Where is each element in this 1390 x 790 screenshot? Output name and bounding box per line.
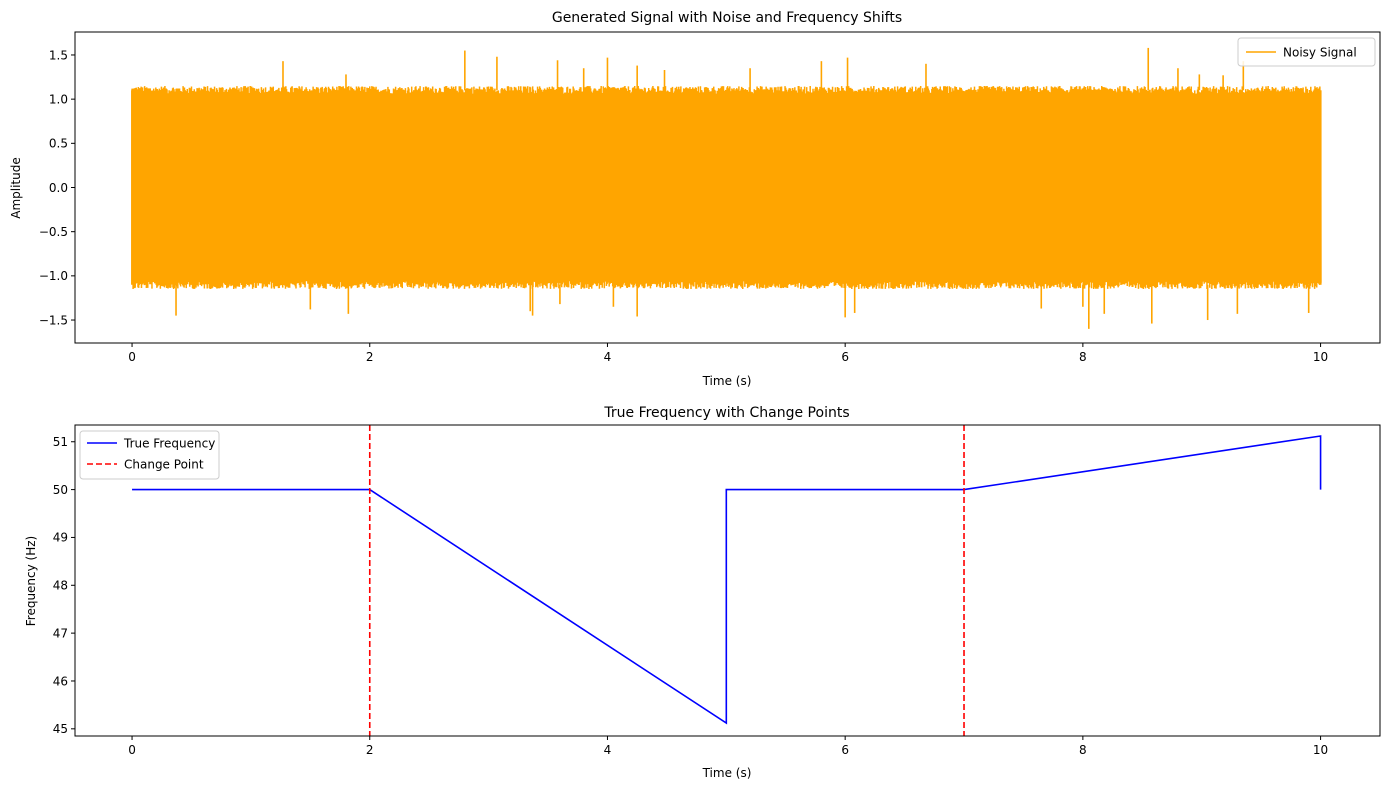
signal-y-tick-label: 0.5 [49, 137, 68, 151]
signal-x-tick-label: 4 [604, 350, 612, 364]
signal-y-tick-label: −1.5 [39, 313, 68, 327]
frequency-legend: True Frequency Change Point [79, 430, 220, 480]
frequency-y-axis-label: Frequency (Hz) [24, 536, 38, 627]
frequency-y-tick-label: 49 [53, 531, 68, 545]
legend-label-true-frequency: True Frequency [123, 437, 215, 451]
frequency-x-tick-label: 6 [841, 743, 849, 757]
frequency-y-tick-label: 47 [53, 626, 68, 640]
signal-x-axis-label: Time (s) [702, 374, 752, 388]
frequency-y-tick-label: 48 [53, 579, 68, 593]
noisy-signal-line [131, 85, 1322, 290]
signal-x-tick-label: 0 [128, 350, 136, 364]
frequency-plot-area [132, 425, 1322, 736]
frequency-y-tick-label: 45 [53, 722, 68, 736]
signal-y-tick-label: 0.0 [49, 181, 68, 195]
signal-legend: Noisy Signal [1237, 37, 1376, 67]
frequency-x-tick-label: 4 [604, 743, 612, 757]
frequency-x-tick-label: 2 [366, 743, 374, 757]
signal-legend-box [1237, 37, 1376, 67]
signal-x-tick-label: 8 [1079, 350, 1087, 364]
signal-y-tick-label: 1.0 [49, 92, 68, 106]
frequency-chart-title: True Frequency with Change Points [603, 405, 849, 421]
frequency-x-tick-label: 8 [1079, 743, 1087, 757]
frequency-y-tick-label: 46 [53, 674, 68, 688]
signal-y-axis: −1.5 −1.0 −0.5 0.0 0.5 1.0 1.5 [39, 48, 75, 327]
signal-chart-title: Generated Signal with Noise and Frequenc… [552, 10, 902, 26]
frequency-x-axis-label: Time (s) [702, 766, 752, 780]
legend-label-change-point: Change Point [124, 458, 204, 472]
frequency-axes-frame [74, 424, 1381, 737]
signal-y-tick-label: −0.5 [39, 225, 68, 239]
frequency-x-tick-label: 10 [1313, 743, 1328, 757]
signal-x-tick-label: 2 [366, 350, 374, 364]
frequency-x-axis: 0 2 4 6 8 10 [128, 736, 1328, 757]
signal-subplot: Generated Signal with Noise and Frequenc… [9, 10, 1381, 388]
frequency-y-axis: 45 46 47 48 49 50 51 [53, 435, 75, 736]
signal-y-tick-label: 1.5 [49, 48, 68, 62]
signal-x-axis: 0 2 4 6 8 10 [128, 343, 1328, 364]
signal-y-axis-label: Amplitude [9, 157, 23, 219]
legend-label-noisy-signal: Noisy Signal [1283, 46, 1357, 60]
signal-y-tick-label: −1.0 [39, 269, 68, 283]
signal-x-tick-label: 10 [1313, 350, 1328, 364]
signal-plot-area [131, 47, 1322, 329]
frequency-y-tick-label: 51 [53, 435, 68, 449]
signal-x-tick-label: 6 [841, 350, 849, 364]
frequency-x-tick-label: 0 [128, 743, 136, 757]
frequency-y-tick-label: 50 [53, 483, 68, 497]
